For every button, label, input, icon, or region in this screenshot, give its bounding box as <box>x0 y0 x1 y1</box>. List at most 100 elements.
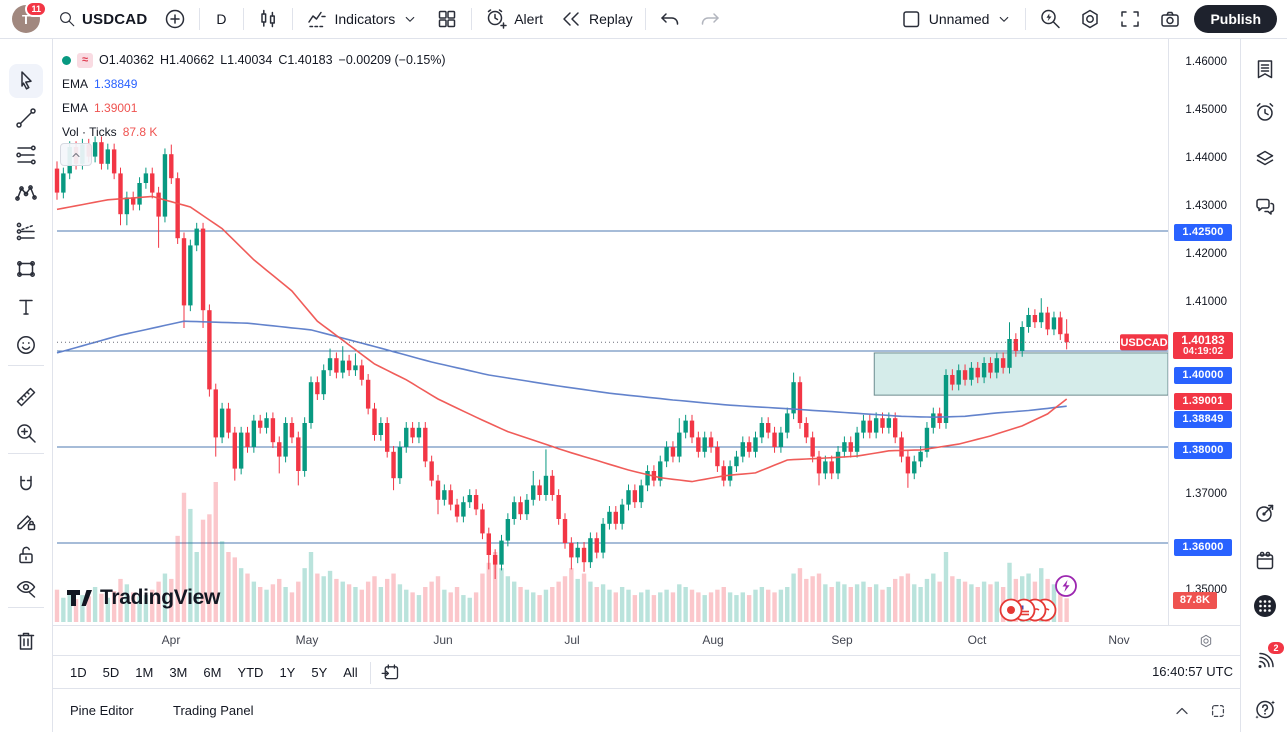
trend-line-icon <box>16 108 36 128</box>
candle-body <box>918 451 923 462</box>
trash-icon <box>17 632 35 650</box>
tool-magnet[interactable] <box>13 472 39 498</box>
tool-draw-lock[interactable] <box>13 508 39 534</box>
volume-bar <box>772 592 777 622</box>
tool-lock-open[interactable] <box>13 542 39 568</box>
volume-bar <box>658 592 663 622</box>
sidebar-apps-button[interactable] <box>1251 592 1278 619</box>
grid-layout-icon <box>438 10 456 28</box>
legend-volume-row[interactable]: Vol · Ticks 87.8 K <box>62 120 446 144</box>
legend-collapse-button[interactable] <box>60 143 92 166</box>
legend-symbol-row[interactable]: ≈ O1.40362 H1.40662 L1.40034 C1.40183 −0… <box>62 48 446 72</box>
replay-button[interactable]: Replay <box>551 4 641 34</box>
volume-bar <box>340 581 345 622</box>
publish-button[interactable]: Publish <box>1194 5 1277 33</box>
sidebar-chat-button[interactable] <box>1251 192 1278 219</box>
time-axis-settings-icon[interactable] <box>1198 633 1214 649</box>
snapshot-button[interactable] <box>1150 4 1190 34</box>
tool-cursor[interactable] <box>13 68 39 94</box>
legend-ema-fast-row[interactable]: EMA 1.39001 <box>62 96 446 120</box>
sidebar-alerts-button[interactable] <box>1251 98 1278 125</box>
candle-body <box>238 432 244 469</box>
sidebar-streams-button[interactable]: 2 <box>1251 642 1284 674</box>
volume-bar <box>893 578 898 622</box>
alert-button[interactable]: Alert <box>476 4 551 34</box>
footer-trading-panel[interactable]: Trading Panel <box>173 703 254 718</box>
settings-button[interactable] <box>1070 4 1110 34</box>
candle-body <box>867 420 872 433</box>
range-1y-button[interactable]: 1Y <box>279 665 296 680</box>
range-all-button[interactable]: All <box>343 665 358 680</box>
fullscreen-button[interactable] <box>1110 4 1150 34</box>
volume-bar <box>797 568 803 622</box>
symbol-search-button[interactable]: USDCAD <box>50 4 155 34</box>
quick-search-button[interactable] <box>1030 4 1070 34</box>
range-1d-button[interactable]: 1D <box>70 665 87 680</box>
open-value: 1.40362 <box>108 53 154 67</box>
tool-fib-retracement[interactable] <box>13 142 39 168</box>
symbol-name: USDCAD <box>82 10 148 28</box>
calendar-icon <box>1256 551 1273 569</box>
sidebar-watchlist-button[interactable] <box>1251 55 1278 82</box>
tool-hide-drawings[interactable] <box>13 574 39 600</box>
supply-zone-drawing[interactable] <box>873 352 1168 396</box>
price-tick: 1.45000 <box>1185 104 1227 116</box>
price-axis[interactable]: 1.46000 1.45000 1.44000 1.43000 1.42000 1.410… <box>1168 38 1241 625</box>
tool-emoji[interactable] <box>13 332 39 358</box>
user-avatar[interactable]: T 11 <box>12 1 47 33</box>
volume-bar <box>835 581 841 622</box>
volume-bar <box>531 592 536 622</box>
ema-slow-line[interactable] <box>56 320 1067 419</box>
compare-add-button[interactable] <box>155 4 195 34</box>
interval-button[interactable]: D <box>204 4 238 34</box>
tool-xabcd-pattern[interactable] <box>13 180 39 206</box>
range-5y-button[interactable]: 5Y <box>311 665 328 680</box>
candle-body <box>448 490 453 505</box>
clock[interactable]: 16:40:57 UTC <box>1152 664 1233 679</box>
candle-body <box>785 413 790 433</box>
redo-button[interactable] <box>690 4 730 34</box>
range-5d-button[interactable]: 5D <box>102 665 120 680</box>
sidebar-object-tree-button[interactable] <box>1251 144 1278 171</box>
candle-body <box>315 382 320 395</box>
volume-bar <box>258 587 263 622</box>
volume-bar <box>721 587 726 622</box>
range-1m-button[interactable]: 1M <box>135 665 154 680</box>
ema-fast-line[interactable] <box>56 195 1068 483</box>
go-to-date-button[interactable] <box>375 658 406 688</box>
toolbar-separator <box>199 8 201 30</box>
sidebar-target-button[interactable] <box>1251 499 1278 526</box>
volume-bar <box>702 595 707 622</box>
volume-bar <box>492 552 498 622</box>
price-badge-ema-slow: 1.38849 <box>1174 410 1232 428</box>
price-badge-level: 1.36000 <box>1174 538 1232 556</box>
legend-ema-slow-row[interactable]: EMA 1.38849 <box>62 72 446 96</box>
layout-select-button[interactable]: Unnamed <box>891 4 1022 34</box>
tool-ruler[interactable] <box>13 384 39 410</box>
range-3m-button[interactable]: 3M <box>169 665 188 680</box>
candle-body <box>372 408 377 435</box>
tool-forecast[interactable] <box>13 218 39 244</box>
footer-pine-editor[interactable]: Pine Editor <box>70 703 134 718</box>
price-badge-ema-fast: 1.39001 <box>1174 392 1232 410</box>
month-label-nov: Nov <box>1108 633 1130 647</box>
indicators-button[interactable]: Indicators <box>297 4 428 34</box>
restore-window-icon[interactable] <box>1208 701 1228 721</box>
chart-style-button[interactable] <box>248 4 288 34</box>
tool-rectangle[interactable] <box>13 256 39 282</box>
tool-zoom-in[interactable] <box>13 420 39 446</box>
sidebar-help-button[interactable] <box>1251 695 1278 722</box>
collapse-panel-icon[interactable] <box>1172 701 1192 721</box>
candle-body <box>105 149 110 164</box>
range-ytd-button[interactable]: YTD <box>237 665 264 680</box>
undo-button[interactable] <box>650 4 690 34</box>
volume-bar <box>385 578 390 622</box>
tool-trash[interactable] <box>13 628 39 654</box>
templates-button[interactable] <box>427 4 467 34</box>
sidebar-calendar-button[interactable] <box>1251 547 1278 574</box>
range-6m-button[interactable]: 6M <box>203 665 222 680</box>
tool-trend-line[interactable] <box>13 105 39 131</box>
time-axis[interactable]: Apr May Jun Jul Aug Sep Oct Nov <box>52 625 1240 656</box>
candle-body <box>111 149 117 174</box>
tool-text[interactable] <box>13 294 39 320</box>
